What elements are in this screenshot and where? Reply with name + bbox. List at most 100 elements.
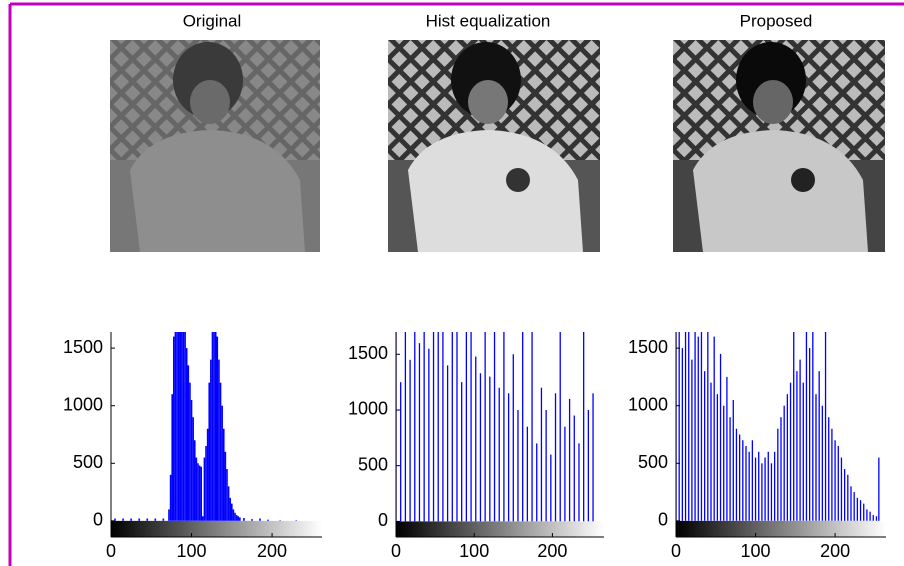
histogram-bar: [859, 500, 862, 521]
histogram-bar: [173, 336, 175, 521]
histogram-bar: [821, 405, 824, 521]
histogram-bar: [767, 451, 769, 521]
y-tick-label: 500: [73, 452, 103, 472]
histogram-bar: [122, 518, 124, 521]
histogram-bar: [840, 457, 843, 521]
histogram-bar: [442, 332, 444, 522]
histogram-bar: [414, 332, 416, 522]
histogram-bar: [793, 332, 795, 521]
x-tick-label: 0: [391, 541, 401, 561]
histogram-bar: [456, 332, 458, 522]
histogram-bar: [869, 511, 871, 521]
histogram-bar: [208, 382, 211, 521]
y-tick-label: 0: [658, 510, 668, 530]
histogram-bar: [222, 428, 225, 521]
x-tick-label: 200: [820, 541, 850, 561]
histogram-bar: [224, 451, 227, 521]
histogram-bar: [489, 376, 491, 522]
histogram-bar: [512, 354, 514, 522]
histogram-bar: [688, 332, 690, 521]
histogram-bar: [732, 399, 734, 521]
histogram-bar: [187, 365, 190, 521]
histogram-bar: [210, 359, 212, 521]
histogram-bar: [716, 394, 719, 521]
histogram-bar: [872, 515, 874, 521]
histogram-bar: [190, 399, 193, 521]
histogram-bar: [404, 332, 407, 522]
histogram-bar: [226, 469, 228, 521]
histogram-bar: [758, 451, 760, 521]
y-tick-label: 1000: [348, 399, 388, 419]
histogram-bar: [259, 518, 261, 521]
histogram-bar: [738, 434, 741, 521]
histogram-bar: [863, 503, 865, 521]
histogram-bar: [536, 443, 538, 522]
histogram-bar: [583, 332, 585, 522]
histogram-bar: [550, 454, 552, 522]
histogram-bar: [754, 457, 757, 521]
histogram-bar: [138, 518, 140, 521]
histogram-bar: [432, 332, 435, 522]
histogram-bar: [681, 348, 684, 521]
histogram-bar: [773, 451, 776, 521]
panel-title: Proposed: [740, 11, 813, 30]
histogram-bar: [843, 469, 846, 521]
histogram-bar: [545, 409, 547, 522]
histogram-bar: [818, 371, 820, 521]
histogram-bar: [847, 474, 849, 521]
x-tick-label: 200: [257, 541, 287, 561]
histogram-bar: [853, 492, 855, 521]
histogram-bar: [751, 440, 754, 521]
histogram-bar: [202, 516, 204, 521]
photo: [673, 40, 885, 252]
histogram-bar: [218, 359, 220, 521]
histogram-bar: [461, 382, 463, 522]
y-tick-label: 1000: [63, 394, 103, 414]
histogram-bar: [200, 466, 203, 521]
histogram-bar: [526, 426, 529, 522]
histogram-bar: [130, 518, 132, 521]
histogram-bar: [465, 332, 468, 522]
histogram-bar: [237, 516, 240, 521]
histogram-bar: [418, 343, 421, 522]
histogram-bar: [837, 446, 839, 521]
histogram-bar: [114, 518, 116, 521]
histogram-bar: [761, 463, 763, 521]
histogram-bar: [764, 457, 766, 521]
histogram-bar: [831, 428, 833, 521]
histogram-bar: [484, 332, 486, 522]
histogram-bar: [691, 359, 693, 521]
histogram-bar: [493, 332, 496, 522]
histogram-bar: [211, 332, 214, 521]
histogram-bar: [193, 440, 196, 521]
histogram-bar: [230, 503, 233, 521]
y-tick-label: 500: [638, 452, 668, 472]
histogram-bar: [745, 446, 747, 521]
histogram-bar: [169, 474, 172, 521]
histogram-bar: [777, 428, 779, 521]
histogram-bar: [726, 376, 728, 521]
histogram-bar: [251, 519, 253, 521]
x-tick-label: 100: [459, 541, 489, 561]
histogram-bar: [805, 332, 808, 521]
histogram-bar: [234, 512, 236, 521]
y-tick-label: 0: [378, 510, 388, 530]
histogram-bar: [568, 398, 571, 522]
x-tick-label: 100: [177, 541, 207, 561]
y-tick-label: 1500: [63, 337, 103, 357]
x-tick-label: 100: [741, 541, 771, 561]
histogram-bar: [729, 417, 731, 521]
histogram-bar: [168, 509, 170, 521]
histogram-bar: [824, 332, 827, 521]
histogram-bar: [229, 497, 231, 521]
histogram-bar: [875, 516, 878, 521]
x-tick-label: 200: [537, 541, 567, 561]
histogram-bar: [181, 332, 183, 521]
histogram-bar: [703, 371, 706, 521]
histogram-bar: [470, 332, 472, 522]
histogram-bar: [216, 336, 219, 521]
histogram-bar: [437, 332, 439, 522]
histogram-bar: [423, 332, 425, 522]
histogram-bar: [174, 332, 177, 521]
histogram-bar: [235, 515, 238, 521]
